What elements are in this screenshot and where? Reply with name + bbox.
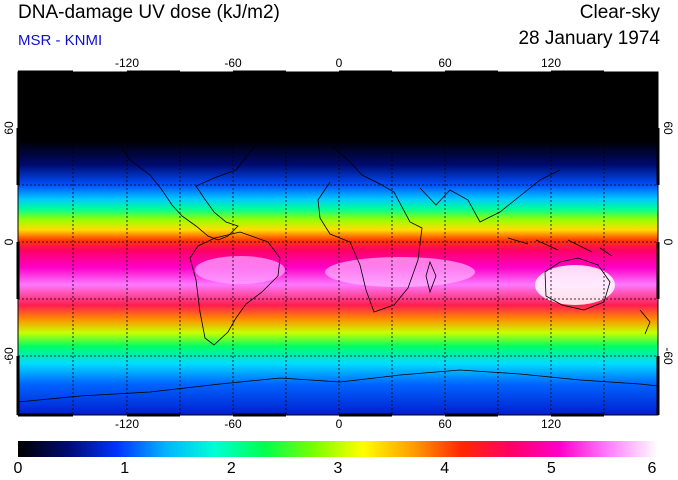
- colorbar-label-6: 6: [647, 460, 657, 477]
- lon-tick-top-60e: 60: [438, 56, 452, 70]
- lon-tick-top-120w: -120: [115, 56, 139, 70]
- lon-tick-top-0: 0: [336, 56, 343, 70]
- lat-tick-left-0: 0: [2, 238, 16, 245]
- lon-tick-bottom-60e: 60: [438, 417, 452, 431]
- new-zealand-coast: [639, 309, 651, 335]
- south-america-coast: [189, 231, 281, 346]
- north-america-coast: [17, 117, 263, 241]
- map-frame: [16, 70, 660, 417]
- lon-tick-bottom-120e: 120: [541, 417, 561, 431]
- graticule: [18, 72, 658, 415]
- lat-tick-left-60n: 60: [2, 121, 16, 135]
- sky-condition-label: Clear-sky: [579, 2, 660, 23]
- source-label: MSR - KNMI: [18, 32, 103, 49]
- asia-coast: [329, 97, 659, 223]
- lon-tick-bottom-0: 0: [336, 417, 343, 431]
- lat-tick-right-0: 0: [661, 239, 675, 246]
- colorbar-label-0: 0: [13, 460, 23, 477]
- australia-coast: [544, 257, 611, 311]
- lon-tick-bottom-60w: -60: [224, 417, 242, 431]
- lat-tick-right-60s: -60: [661, 347, 675, 365]
- uv-maximum-south-atlantic: [325, 257, 475, 287]
- uv-field: [18, 72, 658, 415]
- lon-tick-top-60w: -60: [224, 56, 242, 70]
- lat-tick-left-60s: -60: [2, 347, 16, 365]
- date-label: 28 January 1974: [518, 28, 660, 49]
- europe-africa-coast: [289, 111, 423, 313]
- madagascar-coast: [425, 260, 437, 294]
- colorbar: [18, 441, 658, 457]
- colorbar-label-5: 5: [546, 460, 556, 477]
- uv-maximum-australia: [535, 265, 615, 305]
- indonesia-coast: [507, 237, 613, 257]
- lat-tick-right-60n: 60: [661, 121, 675, 135]
- antarctica-coast: [17, 369, 659, 403]
- colorbar-label-3: 3: [333, 460, 343, 477]
- lon-tick-top-120e: 120: [541, 56, 561, 70]
- colorbar-label-2: 2: [226, 460, 236, 477]
- lon-tick-bottom-120w: -120: [115, 417, 139, 431]
- map-title: DNA-damage UV dose (kJ/m2): [18, 2, 280, 23]
- colorbar-label-1: 1: [120, 460, 130, 477]
- colorbar-label-4: 4: [440, 460, 450, 477]
- coastlines: [17, 97, 659, 403]
- uv-maximum-south-america: [195, 256, 285, 284]
